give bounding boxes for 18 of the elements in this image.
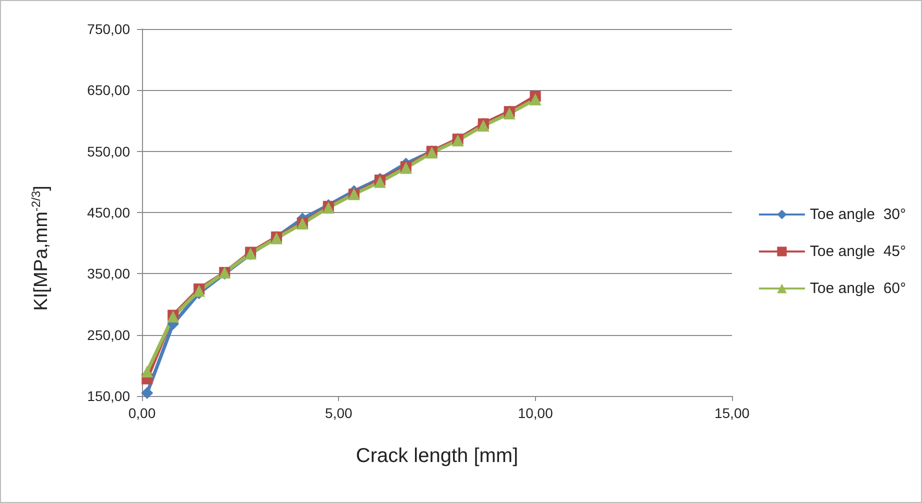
y-tick-label: 350,00 <box>87 266 130 282</box>
y-tick-label: 750,00 <box>87 21 130 37</box>
legend-label: Toe angle 30° <box>810 206 906 223</box>
point <box>141 366 154 378</box>
x-tick-label: 5,00 <box>325 405 353 421</box>
y-tick-label: 150,00 <box>87 388 130 404</box>
y-tick-label: 250,00 <box>87 326 130 343</box>
x-tick-label: 15,00 <box>714 405 750 421</box>
y-tick-label: 450,00 <box>87 204 130 220</box>
y-tick-label: 550,00 <box>87 143 130 160</box>
legend-label: Toe angle 45° <box>810 243 906 260</box>
x-tick-label: 0,00 <box>128 405 156 421</box>
point <box>141 386 154 399</box>
y-tick-label: 650,00 <box>87 82 130 98</box>
x-axis-title: Crack length [mm] <box>356 445 518 467</box>
x-tick-label: 10,00 <box>518 405 554 421</box>
point <box>193 284 206 297</box>
legend-label: Toe angle 60° <box>810 280 906 297</box>
